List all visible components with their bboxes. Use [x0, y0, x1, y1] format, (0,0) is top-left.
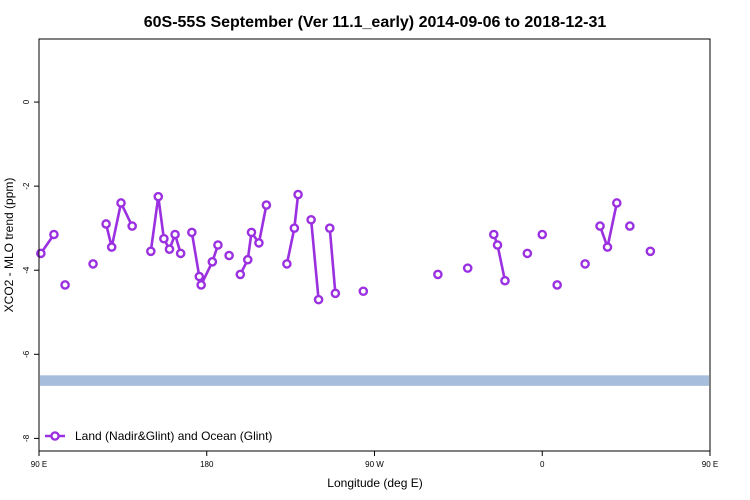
data-point	[146, 246, 156, 257]
data-point	[500, 275, 510, 286]
data-point	[612, 198, 622, 208]
data-point	[306, 214, 316, 225]
data-point	[462, 263, 473, 273]
data-point	[645, 246, 656, 257]
data-point	[254, 238, 264, 248]
data-point	[127, 221, 137, 231]
data-point	[261, 200, 272, 210]
series-line	[149, 196, 182, 254]
data-point	[537, 229, 548, 240]
x-axis-label: Longitude (deg E)	[327, 476, 422, 490]
data-point	[492, 240, 503, 250]
data-point	[88, 259, 98, 269]
data-point	[358, 286, 369, 297]
data-point	[246, 227, 257, 238]
data-point	[488, 229, 499, 240]
y-tick-label: -2	[22, 182, 31, 190]
data-point	[522, 248, 533, 259]
axes: 90 E 180 90 W 0 90 E 0 -2 -4 -6 -8	[22, 99, 718, 469]
plot-area	[36, 189, 709, 386]
data-point	[595, 221, 605, 231]
data-point	[207, 257, 218, 267]
data-point	[580, 259, 590, 269]
data-point	[196, 280, 206, 290]
data-point	[602, 242, 613, 252]
data-point	[194, 271, 205, 282]
data-point	[330, 288, 341, 299]
y-tick-label: -8	[22, 434, 31, 442]
data-point	[60, 280, 70, 290]
x-tick-label: 90 E	[31, 460, 47, 469]
data-point	[293, 189, 303, 200]
data-point	[159, 233, 169, 244]
data-point	[175, 248, 186, 259]
data-point	[552, 280, 562, 290]
legend-marker	[50, 431, 60, 441]
data-point	[213, 240, 223, 250]
data-point	[106, 242, 117, 252]
x-tick-label: 90 E	[702, 460, 718, 469]
y-tick-label: -6	[22, 350, 31, 358]
x-tick-label: 180	[200, 460, 214, 469]
data-point	[170, 229, 180, 240]
data-point	[153, 191, 164, 202]
y-tick-label: 0	[22, 99, 31, 104]
data-point	[101, 219, 111, 229]
data-point	[49, 229, 59, 240]
data-point	[36, 248, 46, 259]
data-point	[625, 221, 635, 231]
data-point	[289, 223, 300, 233]
data-point	[187, 227, 197, 238]
series-line	[328, 228, 337, 294]
y-axis-label: XCO2 - MLO trend (ppm)	[2, 178, 16, 313]
legend: Land (Nadir&Glint) and Ocean (Glint)	[45, 429, 272, 443]
series-line	[309, 219, 320, 300]
data-point	[224, 250, 234, 261]
y-tick-label: -4	[22, 266, 31, 274]
data-point	[324, 223, 335, 233]
data-point	[235, 269, 246, 280]
legend-label: Land (Nadir&Glint) and Ocean (Glint)	[75, 429, 272, 443]
data-point	[164, 244, 175, 255]
series-line	[104, 198, 134, 248]
x-tick-label: 90 W	[365, 460, 384, 469]
data-point	[242, 254, 253, 265]
reference-band	[40, 375, 709, 386]
chart-title: 60S-55S September (Ver 11.1_early) 2014-…	[144, 14, 607, 31]
data-point	[433, 269, 443, 280]
x-tick-label: 0	[540, 460, 545, 469]
data-point	[313, 294, 324, 305]
data-point	[282, 259, 292, 269]
data-point	[116, 198, 126, 208]
